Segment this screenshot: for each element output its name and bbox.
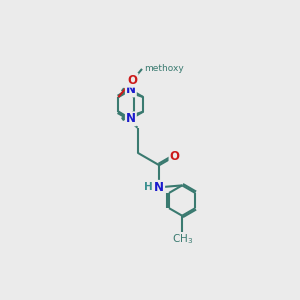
Text: N: N: [126, 83, 136, 96]
Text: CH$_3$: CH$_3$: [172, 232, 193, 246]
Text: N: N: [154, 181, 164, 194]
Text: H: H: [144, 182, 153, 192]
Text: N: N: [126, 112, 136, 125]
Text: O: O: [128, 74, 137, 87]
Text: methoxy: methoxy: [144, 64, 184, 74]
Text: O: O: [169, 150, 179, 163]
